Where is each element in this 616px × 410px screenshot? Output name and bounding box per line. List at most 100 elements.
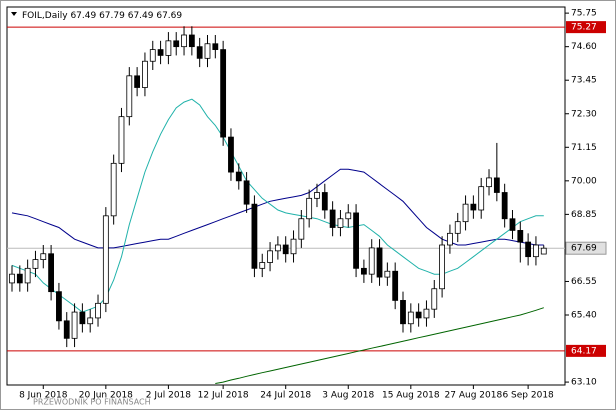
candle-body [470,203,477,211]
candle-body [267,250,273,263]
candle-body [298,218,305,240]
x-tick-label: 12 Jul 2018 [198,391,249,401]
level-label-bg [566,21,606,34]
plot-frame [6,6,566,386]
candle-body [337,218,344,228]
candle-body [329,209,336,228]
x-tick-label: 3 Aug 2018 [322,391,374,401]
candle-body [149,49,156,62]
candle-body [235,171,242,182]
candle-body [126,75,133,118]
candle-body [118,116,125,164]
candle-body [9,273,15,284]
candle-body [157,49,164,56]
symbol: FOIL,Daily [22,11,68,21]
candle-body [493,177,500,193]
x-tick-label: 20 Jun 2018 [79,391,133,401]
candle-body [501,192,508,220]
candle-body [533,244,539,258]
open: 67.49 [70,11,96,21]
candle-body [228,136,234,173]
candle-body [56,291,62,322]
candle-body [102,215,109,304]
candle-body [462,203,469,223]
candle-body [400,300,406,325]
candle-body [259,262,266,269]
x-tick-label: 6 Sep 2018 [502,391,554,401]
level-label: 75.27 [571,23,597,33]
candle-body [220,49,227,138]
candle-body [282,244,289,255]
candle-body [95,302,101,319]
y-tick-label: 65.40 [571,311,597,321]
candle-body [431,288,438,310]
price-label: 67.69 [571,244,597,254]
candle-body [32,259,39,269]
candle-body [173,40,180,48]
candle-body [188,34,195,48]
candle-body [478,186,485,211]
candle-body [274,244,281,252]
candle-body [251,203,258,269]
candle-body [204,43,211,59]
candle-body [134,75,141,88]
x-tick-label: 8 Jun 2018 [19,391,68,401]
y-tick-label: 73.45 [571,76,597,86]
candle-body [415,311,422,319]
y-tick-label: 66.55 [571,277,597,287]
candle-body [16,273,23,284]
candle-body [353,212,359,269]
candle-body [243,180,250,205]
x-tick-label: 24 Jul 2018 [260,391,311,401]
y-tick-label: 72.30 [571,109,597,119]
y-tick-label: 74.60 [571,42,597,52]
candle-body [454,221,461,234]
high: 67.79 [99,11,125,21]
candle-body [71,311,78,339]
x-tick-label: 27 Aug 2018 [445,391,503,401]
candle-body [212,43,219,50]
candle-body [423,308,430,319]
candle-body [40,253,47,260]
y-tick-label: 68.85 [571,210,597,220]
candle-body [525,241,532,258]
candle-body [439,244,446,290]
candle-body [392,270,399,301]
level-label-bg [566,344,606,357]
candle-body [314,192,320,199]
candle-body [196,46,203,59]
candle-body [79,311,86,325]
chart-header: FOIL,Daily 67.49 67.79 67.49 67.69 [22,11,182,21]
candle-body [142,60,148,88]
moving-average [11,168,544,249]
candle-body [87,317,94,325]
low: 67.49 [128,11,154,21]
level-label: 64.17 [571,346,597,356]
candle-body [345,212,352,220]
x-tick-label: 2 Jul 2018 [146,391,191,401]
candle-body [24,267,31,284]
candle-body [360,267,367,275]
candle-body [509,218,516,231]
candle-body [165,40,172,56]
candle-body [110,162,117,217]
candle-body [447,232,453,246]
candle-body [517,230,524,243]
candle-body [290,238,297,255]
candle-body [407,311,414,325]
menu-arrow[interactable] [11,12,17,16]
watermark: PRZEWODNIK PO FINANSACH [33,398,151,407]
y-tick-label: 75.75 [571,9,597,19]
moving-average [215,307,544,384]
candle-body [63,320,70,339]
close: 67.69 [156,11,182,21]
candle-body [384,270,391,278]
y-tick-label: 70.00 [571,176,597,186]
candle-body [306,197,313,220]
price-label-bg [565,241,607,255]
y-tick-label: 63.10 [571,378,597,388]
candle-body [368,247,375,275]
candle-body [181,34,187,48]
candle-body [486,177,492,188]
